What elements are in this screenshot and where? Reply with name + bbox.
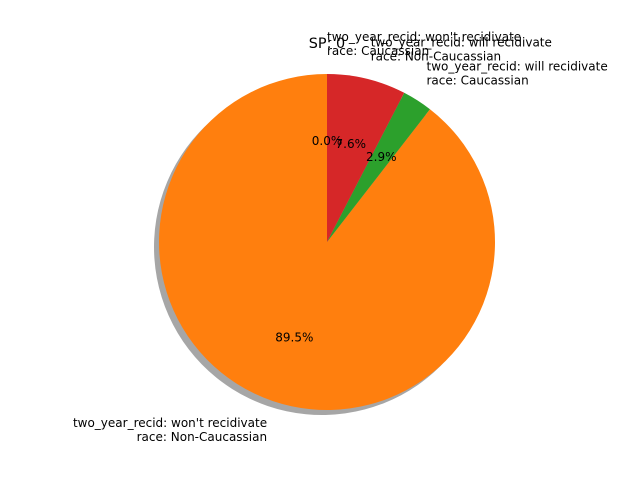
pie-category-label-line2: race: Caucassian	[327, 44, 429, 58]
pie-category-label-two-year-recid-won-t-recidivate-race-non-caucassian: two_year_recid: won't recidivate race: No…	[73, 416, 267, 444]
pie-slice-two-year-recid-will-recidivate-race-caucassian	[327, 92, 430, 242]
pie-pct-label-two-year-recid-won-t-recidivate-race-non-caucassian: 89.5%	[275, 330, 313, 344]
pie-slice-two-year-recid-will-recidivate-race-non-caucassian	[327, 74, 405, 242]
pie-category-label-line2: race: Caucassian	[427, 73, 529, 87]
pie-pct-label-two-year-recid-will-recidivate-race-caucassian: 2.9%	[366, 150, 397, 164]
chart-title: SP: 0	[309, 36, 345, 52]
pie-category-label-two-year-recid-will-recidivate-race-non-caucassian: two_year_recid: will recidivate race: Non…	[371, 35, 552, 63]
pie-category-label-two-year-recid-won-t-recidivate-race-caucassian: two_year_recid: won't recidivate race: Ca…	[327, 30, 521, 58]
pie-labels: 0.0%two_year_recid: won't recidivate race…	[73, 30, 608, 444]
pie-slices	[159, 74, 496, 410]
pie-category-label-line1: two_year_recid: will recidivate	[427, 59, 608, 73]
pie-category-label-line1: two_year_recid: will recidivate	[371, 35, 552, 49]
pie-pct-label-two-year-recid-won-t-recidivate-race-caucassian: 0.0%	[312, 134, 343, 148]
pie-category-label-line1: two_year_recid: won't recidivate	[73, 416, 267, 430]
pie-category-label-line2: race: Non-Caucassian	[137, 430, 267, 444]
pie-category-label-two-year-recid-will-recidivate-race-caucassian: two_year_recid: will recidivate race: Cau…	[427, 59, 608, 87]
pie-category-label-line1: two_year_recid: won't recidivate	[327, 30, 521, 44]
pie-pct-label-two-year-recid-will-recidivate-race-non-caucassian: 7.6%	[336, 137, 367, 151]
pie-category-label-line2: race: Non-Caucassian	[371, 49, 501, 63]
